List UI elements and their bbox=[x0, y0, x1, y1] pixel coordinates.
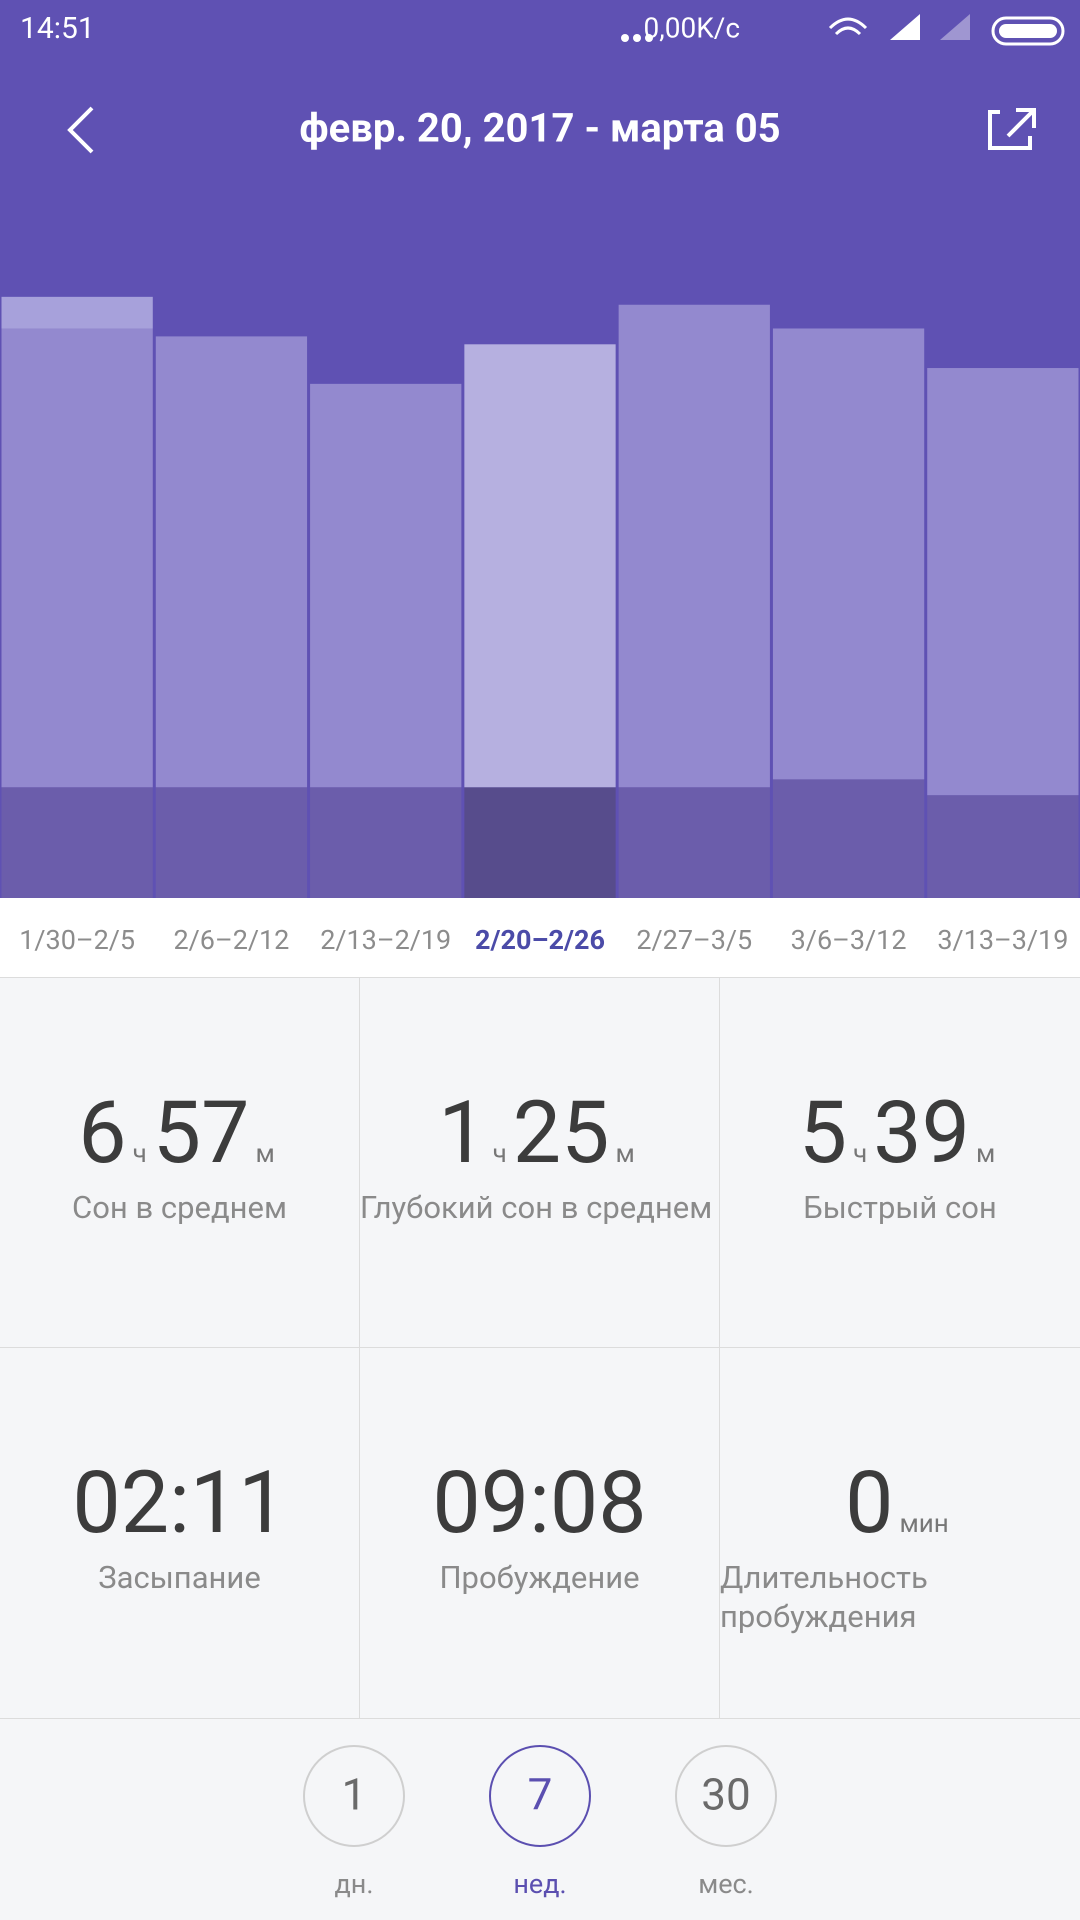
period-selector: 1 дн. 7 нед. 30 мес. bbox=[303, 1745, 777, 1900]
bar-segment[interactable] bbox=[618, 787, 770, 898]
stat-label: Сон в среднем bbox=[72, 1189, 287, 1226]
period-label[interactable]: нед. bbox=[513, 1868, 566, 1900]
stat-unit: м bbox=[975, 1139, 996, 1169]
stat-time: 09:08 bbox=[432, 1452, 647, 1553]
bar-segment[interactable] bbox=[618, 304, 770, 788]
stat-hours: 6 bbox=[78, 1082, 127, 1183]
stat-unit: ч bbox=[853, 1139, 868, 1169]
bar-segment[interactable] bbox=[772, 328, 925, 780]
stat-label: Длительность пробуждения bbox=[720, 1559, 928, 1635]
stat-value: 0 мин bbox=[720, 1458, 1080, 1569]
stat-value: 6 ч57 м bbox=[0, 1088, 359, 1199]
bar-segment[interactable] bbox=[155, 787, 308, 898]
period-label[interactable]: дн. bbox=[335, 1868, 374, 1900]
stat-cell: 0 мин Длительность пробуждения bbox=[720, 1348, 1080, 1719]
period-button[interactable] bbox=[675, 1745, 777, 1847]
stat-cell: 09:08 Пробуждение bbox=[360, 1348, 720, 1719]
week-label[interactable]: 2/20–2/26 bbox=[475, 924, 605, 956]
bar-segment[interactable] bbox=[927, 795, 1079, 898]
bar-segment[interactable] bbox=[464, 344, 616, 788]
period-value[interactable]: 30 bbox=[701, 1769, 750, 1821]
stat-label: Глубокий сон в среднем bbox=[360, 1189, 713, 1226]
status-time: 14:51 bbox=[20, 11, 95, 46]
header-title: февр. 20, 2017 - марта 05 bbox=[299, 105, 780, 152]
week-label[interactable]: 2/27–3/5 bbox=[636, 924, 752, 956]
stat-label: Пробуждение bbox=[439, 1559, 640, 1596]
status-icons bbox=[621, 14, 1065, 46]
period-button[interactable] bbox=[303, 1745, 405, 1847]
bar-segment[interactable] bbox=[155, 336, 308, 788]
stat-label: Засыпание bbox=[98, 1559, 261, 1596]
stat-cell: 6 ч57 м Сон в среднем bbox=[0, 978, 360, 1348]
stat-unit: м bbox=[615, 1139, 635, 1169]
stat-hours: 1 bbox=[438, 1082, 487, 1183]
network-speed: 0,00K/с bbox=[644, 11, 741, 44]
week-label[interactable]: 2/13–2/19 bbox=[320, 924, 451, 956]
chart-area: 14:51 0,00K/с февр. 20, 2017 - марта 05 … bbox=[0, 0, 1080, 978]
period-button[interactable] bbox=[489, 1745, 591, 1847]
period-value[interactable]: 7 bbox=[528, 1769, 553, 1821]
bar-segment[interactable] bbox=[464, 787, 616, 898]
stat-cell: 02:11 Засыпание bbox=[0, 1348, 360, 1719]
stats-grid: 6 ч57 м Сон в среднем 1 ч25 м Глубокий сон в ср… bbox=[0, 977, 1080, 1719]
stat-minutes: 57 bbox=[152, 1082, 250, 1183]
period-value[interactable]: 1 bbox=[342, 1769, 367, 1821]
stat-hours: 5 bbox=[798, 1082, 848, 1183]
stat-minutes: 39 bbox=[873, 1082, 970, 1183]
week-label[interactable]: 3/13–3/19 bbox=[937, 924, 1068, 956]
stat-cell: 5 ч39 м Быстрый сон bbox=[720, 978, 1080, 1348]
period-label[interactable]: мес. bbox=[698, 1868, 754, 1900]
share-button[interactable] bbox=[988, 108, 1036, 150]
bar-segment[interactable] bbox=[310, 383, 462, 788]
week-label[interactable]: 3/6–3/12 bbox=[791, 924, 907, 956]
bar-segment[interactable] bbox=[1, 787, 153, 898]
stat-value: 02:11 bbox=[0, 1458, 359, 1548]
back-button[interactable] bbox=[67, 106, 94, 154]
stat-label: Быстрый сон bbox=[803, 1189, 997, 1226]
stat-unit: ч bbox=[492, 1139, 507, 1169]
week-label[interactable]: 1/30–2/5 bbox=[19, 924, 135, 956]
stat-value: 09:08 bbox=[360, 1458, 719, 1548]
stat-minutes: 0 bbox=[845, 1452, 894, 1553]
stat-value: 1 ч25 м bbox=[360, 1088, 719, 1199]
stat-minutes: 25 bbox=[512, 1082, 610, 1183]
bar-segment[interactable] bbox=[1, 328, 153, 788]
label-row bbox=[0, 898, 1080, 978]
stat-unit: ч bbox=[132, 1139, 147, 1169]
bar-segment[interactable] bbox=[927, 368, 1079, 796]
bar-segment[interactable] bbox=[772, 779, 925, 898]
stat-value: 5 ч39 м bbox=[720, 1088, 1080, 1199]
bar-segment[interactable] bbox=[310, 787, 462, 898]
stat-unit: мин bbox=[899, 1509, 949, 1539]
stat-unit: м bbox=[255, 1139, 275, 1169]
stat-time: 02:11 bbox=[72, 1452, 287, 1553]
stat-cell: 1 ч25 м Глубокий сон в среднем bbox=[360, 978, 720, 1348]
bar-segment[interactable] bbox=[1, 296, 153, 329]
week-label[interactable]: 2/6–2/12 bbox=[173, 924, 289, 956]
